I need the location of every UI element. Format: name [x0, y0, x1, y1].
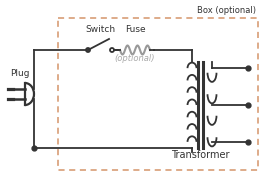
Text: Switch: Switch — [85, 25, 115, 34]
Text: Plug: Plug — [10, 69, 30, 78]
Text: Fuse: Fuse — [125, 25, 145, 34]
Text: (optional): (optional) — [115, 54, 155, 63]
Bar — [58, 18, 258, 170]
Text: Transformer: Transformer — [171, 150, 229, 160]
Text: Box (optional): Box (optional) — [197, 6, 256, 15]
